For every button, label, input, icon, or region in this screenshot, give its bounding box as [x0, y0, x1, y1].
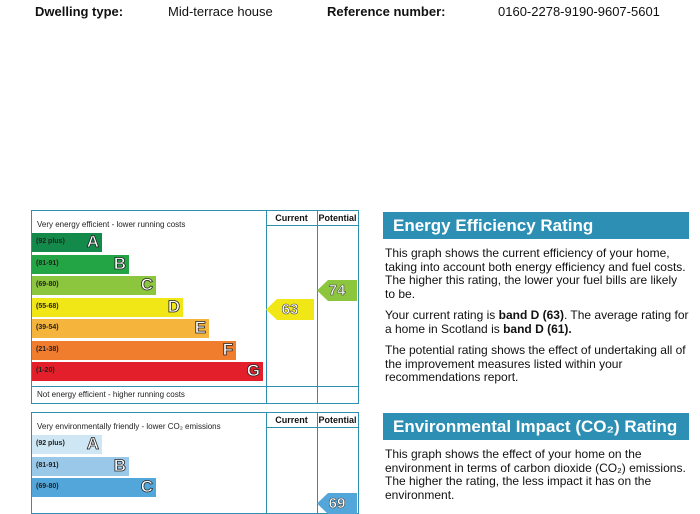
band-range-label: (55-68) [36, 302, 59, 310]
band-b: (81-91) B [32, 455, 129, 476]
chart-top-caption: Very energy efficient - lower running co… [37, 220, 186, 229]
band-letter: D [167, 296, 180, 316]
band-range-label: (69-80) [36, 483, 59, 490]
band-letter: F [222, 339, 233, 359]
band-a: (92 plus) A [32, 232, 102, 252]
band-letter: C [140, 275, 153, 295]
band-letter: A [86, 434, 99, 454]
potential-rating-text: The potential rating shows the effect of… [385, 343, 686, 384]
environmental-description: This graph shows the effect of your home… [385, 447, 686, 502]
band-range-label: (81-91) [36, 461, 59, 469]
band-letter: B [113, 253, 126, 273]
band-range-label: (1-20) [36, 367, 55, 374]
energy-description: This graph shows the current efficiency … [385, 246, 686, 301]
chart-bottom-caption: Not energy efficient - higher running co… [37, 390, 185, 399]
energy-efficiency-panel: Energy Efficiency Rating This graph show… [383, 212, 689, 385]
env-potential-rating-arrow: 69 [317, 493, 357, 514]
band-g: (1-20) G [32, 361, 263, 381]
energy-efficiency-title: Energy Efficiency Rating [383, 212, 689, 239]
dwelling-type-value: Mid-terrace house [168, 4, 273, 19]
band-range-label: (69-80) [36, 281, 59, 288]
current-column-header: Current [275, 213, 308, 223]
band-b: (81-91) B [32, 253, 129, 274]
env-potential-column-header: Potential [318, 415, 357, 425]
band-range-label: (92 plus) [36, 440, 65, 447]
band-f: (21-38) F [32, 339, 236, 360]
environmental-impact-panel: Environmental Impact (CO₂) Rating This g… [383, 413, 689, 502]
band-letter: A [86, 232, 99, 252]
reference-number-value: 0160-2278-9190-9607-5601 [498, 4, 660, 19]
reference-number-label: Reference number: [327, 4, 446, 19]
band-range-label: (21-38) [36, 345, 59, 353]
band-letter: E [194, 318, 206, 338]
band-letter: G [246, 361, 260, 381]
band-range-label: (81-91) [36, 259, 59, 267]
band-e: (39-54) E [32, 318, 209, 338]
band-a: (92 plus) A [32, 434, 102, 454]
dwelling-type-label: Dwelling type: [35, 4, 124, 19]
energy-efficiency-chart: Very energy efficient - lower running co… [31, 210, 359, 404]
band-letter: C [140, 477, 153, 497]
environmental-impact-title: Environmental Impact (CO₂) Rating [383, 413, 689, 440]
band-letter: B [113, 455, 126, 475]
band-range-label: (39-54) [36, 324, 59, 331]
environmental-impact-chart: Very environmentally friendly - lower CO… [31, 412, 359, 514]
potential-rating-arrow: 74 [317, 280, 357, 301]
band-c: (69-80) C [32, 275, 156, 295]
band-c: (69-80) C [32, 477, 156, 497]
current-rating-text: Your current rating is band D (63). The … [385, 308, 689, 336]
env-chart-top-caption: Very environmentally friendly - lower CO… [37, 422, 221, 431]
current-rating-arrow: 63 [266, 299, 314, 320]
potential-column-header: Potential [318, 213, 357, 223]
env-current-column-header: Current [275, 415, 308, 425]
band-d: (55-68) D [32, 296, 183, 317]
band-range-label: (92 plus) [36, 238, 65, 245]
